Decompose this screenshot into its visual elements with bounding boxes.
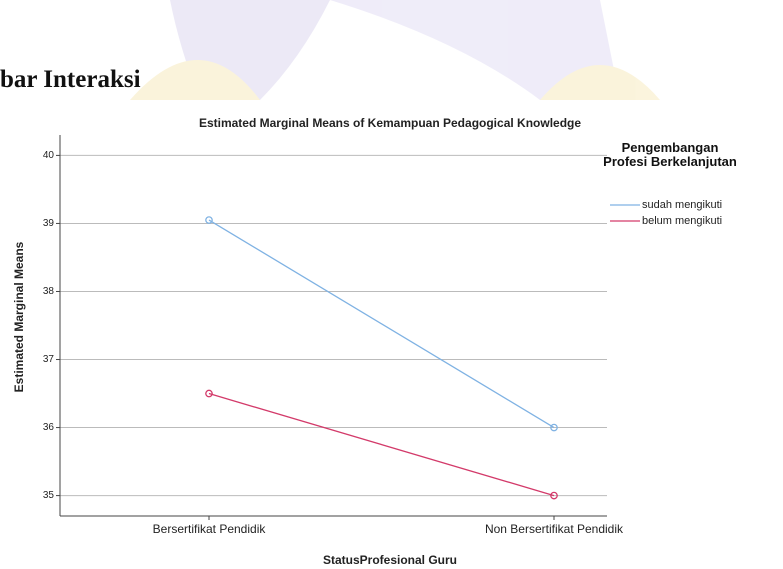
y-axis-label: Estimated Marginal Means — [12, 241, 26, 392]
chart-title: Estimated Marginal Means of Kemampuan Pe… — [199, 116, 581, 130]
heading: bar Interaksi — [0, 66, 141, 93]
x-tick-label: Bersertifikat Pendidik — [153, 522, 267, 536]
legend-label: sudah mengikuti — [642, 199, 722, 211]
legend-label: belum mengikuti — [642, 215, 722, 227]
y-tick-label: 39 — [43, 218, 55, 229]
series-line — [208, 392, 555, 497]
y-tick-label: 35 — [43, 490, 55, 501]
y-tick-label: 37 — [43, 354, 55, 365]
watermark — [130, 0, 660, 100]
series-line — [208, 219, 555, 429]
y-tick-label: 38 — [43, 286, 55, 297]
point — [205, 389, 213, 398]
point — [205, 216, 213, 224]
x-tick-label: Non Bersertifikat Pendidik — [485, 522, 624, 536]
point — [550, 423, 558, 432]
point — [550, 491, 558, 500]
y-tick-label: 36 — [43, 422, 55, 433]
legend-title: Pengembangan Profesi Berkelanjutan — [603, 140, 737, 169]
y-tick-label: 40 — [43, 150, 55, 161]
x-axis-label: StatusProfesional Guru — [323, 553, 457, 567]
